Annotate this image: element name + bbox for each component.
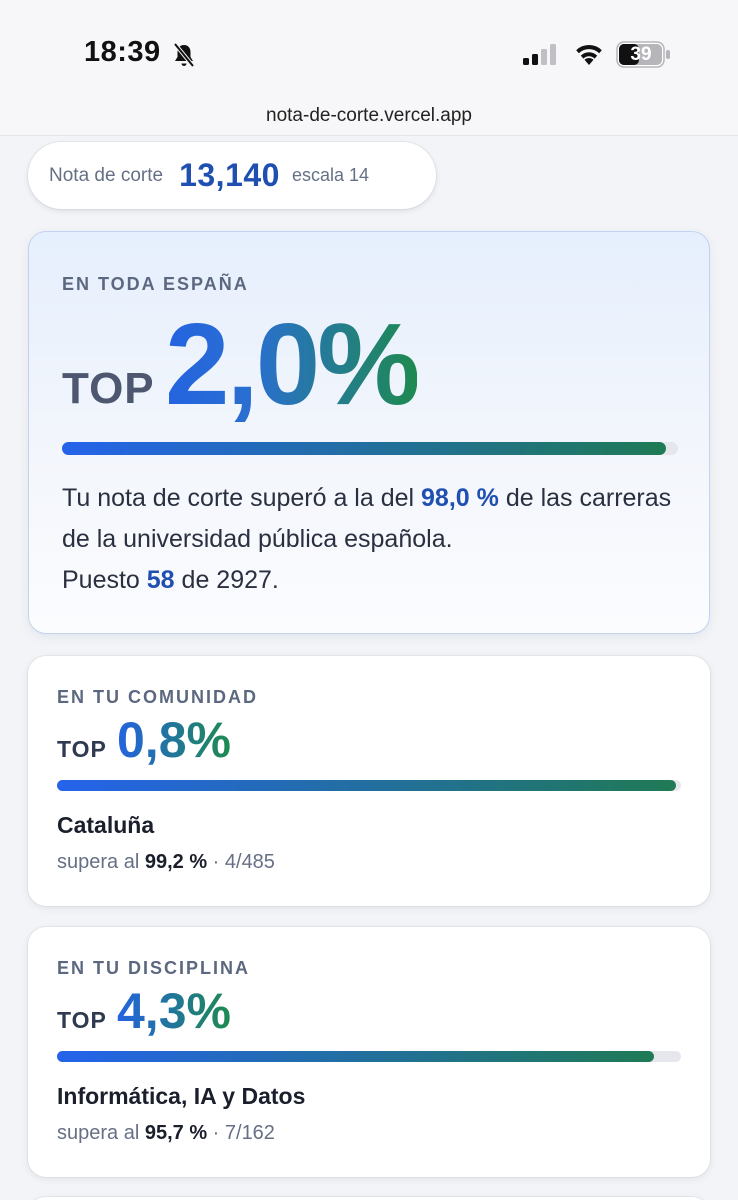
discipline-name: Informática, IA y Datos [57, 1083, 306, 1109]
discipline-detail-suffix: · 7/162 [207, 1122, 275, 1144]
spain-eyebrow: EN TODA ESPAÑA [62, 274, 249, 294]
discipline-ranking-card: EN TU DISCIPLINA TOP 4,3% Informática, I… [28, 927, 710, 1177]
community-eyebrow: EN TU COMUNIDAD [57, 687, 258, 707]
url-bar[interactable]: nota-de-corte.vercel.app [0, 100, 738, 136]
cutoff-value: 13,140 [179, 157, 280, 193]
discipline-detail-value: 95,7 % [144, 1122, 208, 1144]
spain-surpass-value: 98,0 % [421, 484, 499, 512]
discipline-progress-fill [57, 1051, 655, 1062]
spain-ranking-card: EN TODA ESPAÑA TOP 2,0% Tu nota de corte… [28, 231, 710, 634]
discipline-eyebrow: EN TU DISCIPLINA [57, 958, 251, 978]
spain-top-label: TOP [62, 364, 155, 413]
community-progress-bar [57, 780, 681, 791]
spain-rank-prefix: Puesto [62, 566, 147, 594]
community-top-label: TOP [57, 736, 107, 762]
discipline-detail: supera al 95,7 % · 7/162 [57, 1122, 275, 1145]
discipline-detail-prefix: supera al [57, 1122, 145, 1144]
spain-description: Tu nota de corte superó a la del 98,0 % … [62, 478, 682, 601]
community-detail-value: 99,2 % [144, 851, 208, 873]
community-detail: supera al 99,2 % · 4/485 [57, 851, 275, 874]
spain-text-before: Tu nota de corte superó a la del [62, 484, 422, 512]
community-detail-suffix: · 4/485 [207, 851, 275, 873]
spain-rank-suffix: de 2927. [174, 566, 279, 594]
cutoff-label: Nota de corte [49, 164, 164, 186]
spain-progress-fill [62, 442, 666, 455]
community-progress-fill [57, 780, 676, 791]
community-name: Cataluña [57, 812, 155, 838]
spain-text-after: de las carreras de la universidad públic… [62, 484, 672, 553]
community-ranking-card: EN TU COMUNIDAD TOP 0,8% Cataluña supera… [28, 656, 710, 906]
battery-level: 39 [630, 44, 652, 65]
status-bar: 18:39 39 [0, 0, 738, 105]
next-card [28, 1197, 710, 1200]
signal-icon [523, 44, 556, 65]
bell-slash-icon [173, 42, 195, 68]
discipline-top-percent: 4,3% [117, 983, 231, 1039]
battery-icon [616, 41, 670, 68]
community-detail-prefix: supera al [57, 851, 145, 873]
discipline-progress-bar [57, 1051, 681, 1062]
spain-progress-bar [62, 442, 678, 455]
spain-rank: 58 [146, 566, 175, 594]
cutoff-scale: escala 14 [291, 165, 370, 185]
cutoff-summary-pill: Nota de corte 13,140 escala 14 [28, 142, 436, 209]
status-time: 18:39 [84, 36, 161, 68]
discipline-top-label: TOP [57, 1007, 107, 1033]
spain-top-percent: 2,0% [165, 299, 420, 429]
community-top-percent: 0,8% [117, 712, 231, 768]
wifi-icon [576, 44, 602, 65]
